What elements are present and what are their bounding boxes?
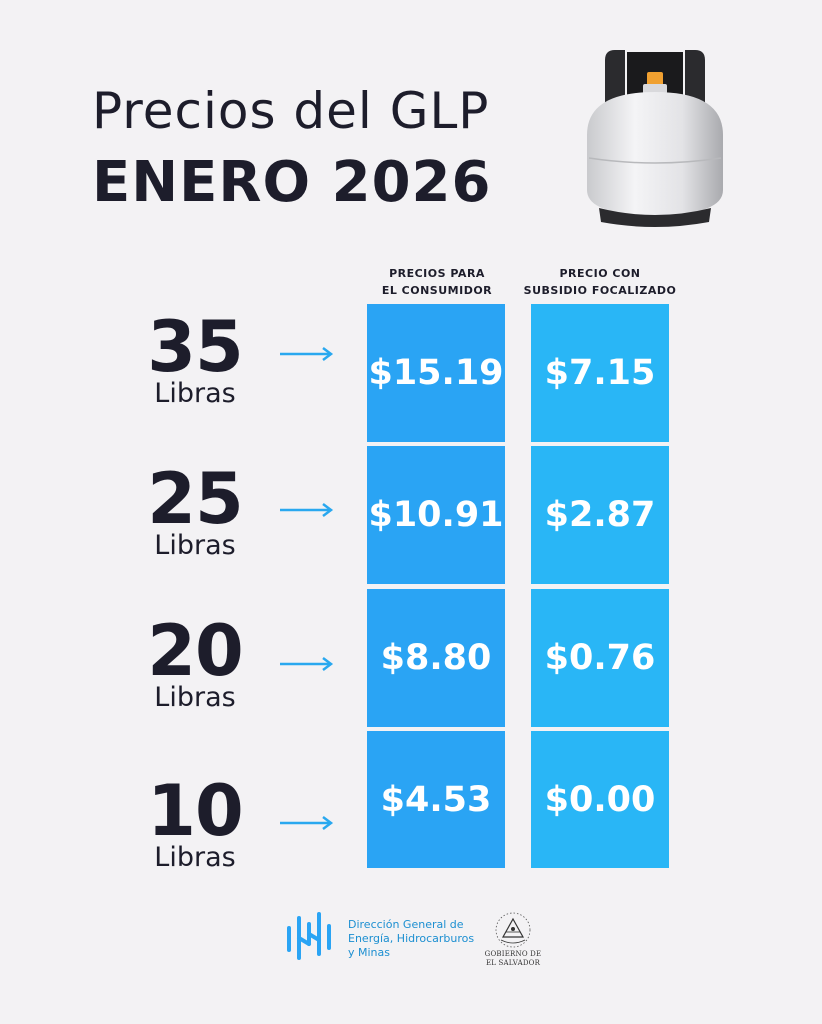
consumer-price-20: $8.80 [367,589,505,727]
size-unit: Libras [154,530,236,561]
org-name-line3: y Minas [348,946,390,959]
arrow-right-icon [280,503,334,517]
consumer-price-35: $15.19 [367,304,505,442]
cylinder-size-25: 25 Libras [140,458,250,561]
page-title-line1: Precios del GLP [92,82,490,140]
subsidy-price-35: $7.15 [531,304,669,442]
el-salvador-seal-icon [495,912,531,948]
column-header-consumer-line1: PRECIOS PARA [389,267,485,280]
size-number: 10 [147,770,243,852]
cylinder-size-10: 10 Libras [140,770,250,873]
size-unit: Libras [154,682,236,713]
arrow-right-icon [280,816,334,830]
gov-name-line1: GOBIERNO DE [484,950,542,958]
subsidy-price-25: $2.87 [531,446,669,584]
column-header-subsidy: PRECIO CON SUBSIDIO FOCALIZADO [520,265,680,299]
gov-name-line2: EL SALVADOR [485,959,541,967]
org-name: Dirección General de Energía, Hidrocarbu… [348,918,474,960]
org-name-line2: Energía, Hidrocarburos [348,932,475,945]
consumer-price-25: $10.91 [367,446,505,584]
consumer-price-10: $4.53 [367,731,505,868]
dgehm-logo-icon [287,912,331,960]
size-number: 35 [147,306,243,388]
size-unit: Libras [154,842,236,873]
arrow-right-icon [280,347,334,361]
column-header-subsidy-line2: SUBSIDIO FOCALIZADO [523,284,677,297]
size-number: 20 [147,610,243,692]
arrow-right-icon [280,657,334,671]
subsidy-price-10: $0.00 [531,731,669,868]
column-header-subsidy-line1: PRECIO CON [559,267,641,280]
org-name-line1: Dirección General de [348,918,464,931]
gov-name: GOBIERNO DE EL SALVADOR [478,950,548,968]
column-header-consumer: PRECIOS PARA EL CONSUMIDOR [357,265,517,299]
page-title-line2: ENERO 2026 [92,150,492,215]
cylinder-size-35: 35 Libras [140,306,250,409]
subsidy-price-20: $0.76 [531,589,669,727]
column-header-consumer-line2: EL CONSUMIDOR [381,284,493,297]
size-number: 25 [147,458,243,540]
size-unit: Libras [154,378,236,409]
gas-cylinder-icon [587,50,723,227]
cylinder-size-20: 20 Libras [140,610,250,713]
